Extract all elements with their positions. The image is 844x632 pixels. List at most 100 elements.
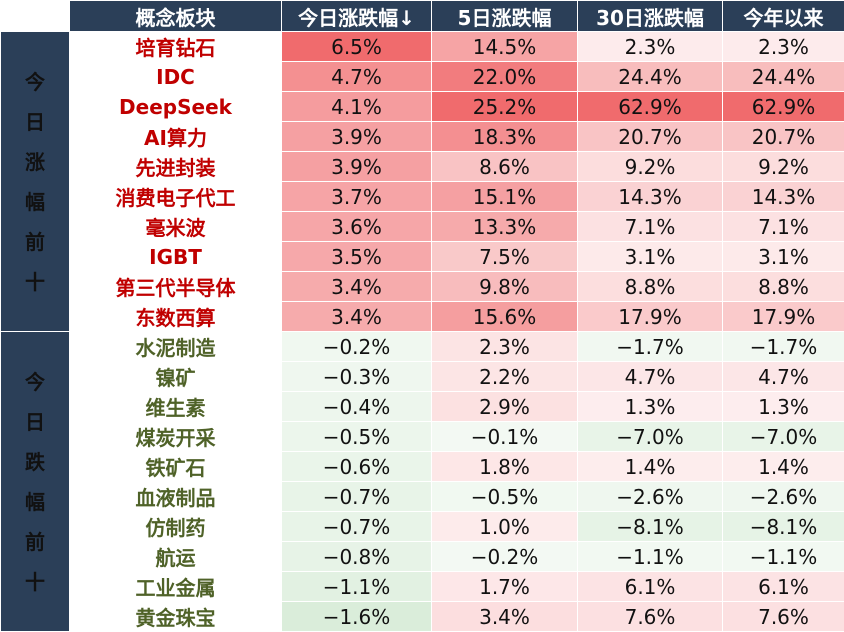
30day-change-cell: 7.6%	[578, 602, 723, 632]
5day-change-cell: −0.2%	[432, 542, 578, 572]
table-row: 血液制品−0.7%−0.5%−2.6%−2.6%	[1, 482, 844, 512]
ytd-change-cell: 4.7%	[723, 362, 844, 392]
5day-change-cell: 2.2%	[432, 362, 578, 392]
ytd-change-cell: 7.6%	[723, 602, 844, 632]
table-row: 航运−0.8%−0.2%−1.1%−1.1%	[1, 542, 844, 572]
ytd-change-cell: 24.4%	[723, 62, 844, 92]
table-row: 铁矿石−0.6%1.8%1.4%1.4%	[1, 452, 844, 482]
ytd-change-cell: 3.1%	[723, 242, 844, 272]
30day-change-cell: 7.1%	[578, 212, 723, 242]
table-row: 仿制药−0.7%1.0%−8.1%−8.1%	[1, 512, 844, 542]
30day-change-cell: 3.1%	[578, 242, 723, 272]
sector-name-cell: 镍矿	[70, 362, 282, 392]
sector-name-cell: 消费电子代工	[70, 182, 282, 212]
30day-change-cell: 24.4%	[578, 62, 723, 92]
5day-change-cell: 14.5%	[432, 32, 578, 62]
5day-change-cell: −0.5%	[432, 482, 578, 512]
sector-name-cell: AI算力	[70, 122, 282, 152]
5day-change-cell: 1.0%	[432, 512, 578, 542]
5day-change-cell: −0.1%	[432, 422, 578, 452]
5day-change-cell: 8.6%	[432, 152, 578, 182]
today-change-cell: −0.3%	[282, 362, 432, 392]
sector-name-cell: 维生素	[70, 392, 282, 422]
ytd-change-cell: 9.2%	[723, 152, 844, 182]
group-label-char: 幅	[1, 182, 69, 222]
30day-change-cell: 9.2%	[578, 152, 723, 182]
5day-change-cell: 2.3%	[432, 332, 578, 362]
ytd-change-cell: −1.7%	[723, 332, 844, 362]
30day-change-cell: 2.3%	[578, 32, 723, 62]
today-change-cell: 4.7%	[282, 62, 432, 92]
sector-name-cell: 工业金属	[70, 572, 282, 602]
sector-name-cell: IDC	[70, 62, 282, 92]
table-row: 今日跌幅前十水泥制造−0.2%2.3%−1.7%−1.7%	[1, 332, 844, 362]
sector-name-cell: 煤炭开采	[70, 422, 282, 452]
sector-name-cell: 航运	[70, 542, 282, 572]
today-change-cell: −0.6%	[282, 452, 432, 482]
group-label-char: 前	[1, 522, 69, 562]
today-change-cell: 3.5%	[282, 242, 432, 272]
today-change-cell: −0.2%	[282, 332, 432, 362]
today-change-cell: 3.6%	[282, 212, 432, 242]
group-label-char: 十	[1, 262, 69, 302]
ytd-change-cell: 1.3%	[723, 392, 844, 422]
header-5day-change[interactable]: 5日涨跌幅	[432, 1, 578, 32]
today-change-cell: −1.1%	[282, 572, 432, 602]
today-change-cell: 4.1%	[282, 92, 432, 122]
ytd-change-cell: 20.7%	[723, 122, 844, 152]
header-today-change[interactable]: 今日涨跌幅↓	[282, 1, 432, 32]
5day-change-cell: 15.6%	[432, 302, 578, 332]
header-row: 概念板块 今日涨跌幅↓ 5日涨跌幅 30日涨跌幅 今年以来	[1, 1, 844, 32]
group-label-char: 日	[1, 102, 69, 142]
today-change-cell: −0.7%	[282, 512, 432, 542]
sector-name-cell: 黄金珠宝	[70, 602, 282, 632]
ytd-change-cell: 1.4%	[723, 452, 844, 482]
today-change-cell: 6.5%	[282, 32, 432, 62]
group-label-char: 今	[1, 62, 69, 102]
ytd-change-cell: −1.1%	[723, 542, 844, 572]
sector-name-cell: 水泥制造	[70, 332, 282, 362]
5day-change-cell: 25.2%	[432, 92, 578, 122]
group-label-char: 跌	[1, 442, 69, 482]
header-ytd-change[interactable]: 今年以来	[723, 1, 844, 32]
today-change-cell: 3.9%	[282, 152, 432, 182]
30day-change-cell: 8.8%	[578, 272, 723, 302]
30day-change-cell: −2.6%	[578, 482, 723, 512]
header-30day-change[interactable]: 30日涨跌幅	[578, 1, 723, 32]
5day-change-cell: 1.7%	[432, 572, 578, 602]
today-change-cell: −0.8%	[282, 542, 432, 572]
group-label-char: 今	[1, 362, 69, 402]
ytd-change-cell: −8.1%	[723, 512, 844, 542]
5day-change-cell: 18.3%	[432, 122, 578, 152]
sector-name-cell: 血液制品	[70, 482, 282, 512]
header-sector[interactable]: 概念板块	[70, 1, 282, 32]
5day-change-cell: 1.8%	[432, 452, 578, 482]
today-change-cell: −0.7%	[282, 482, 432, 512]
sector-name-cell: 培育钻石	[70, 32, 282, 62]
sector-name-cell: 仿制药	[70, 512, 282, 542]
5day-change-cell: 2.9%	[432, 392, 578, 422]
today-change-cell: 3.9%	[282, 122, 432, 152]
30day-change-cell: −7.0%	[578, 422, 723, 452]
group-label-char: 十	[1, 562, 69, 602]
table-row: 煤炭开采−0.5%−0.1%−7.0%−7.0%	[1, 422, 844, 452]
group-label-char: 前	[1, 222, 69, 262]
table-row: 黄金珠宝−1.6%3.4%7.6%7.6%	[1, 602, 844, 632]
sector-name-cell: 毫米波	[70, 212, 282, 242]
30day-change-cell: 1.4%	[578, 452, 723, 482]
ytd-change-cell: −7.0%	[723, 422, 844, 452]
30day-change-cell: 1.3%	[578, 392, 723, 422]
5day-change-cell: 15.1%	[432, 182, 578, 212]
30day-change-cell: 4.7%	[578, 362, 723, 392]
30day-change-cell: 62.9%	[578, 92, 723, 122]
table-row: 工业金属−1.1%1.7%6.1%6.1%	[1, 572, 844, 602]
5day-change-cell: 9.8%	[432, 272, 578, 302]
30day-change-cell: −1.7%	[578, 332, 723, 362]
